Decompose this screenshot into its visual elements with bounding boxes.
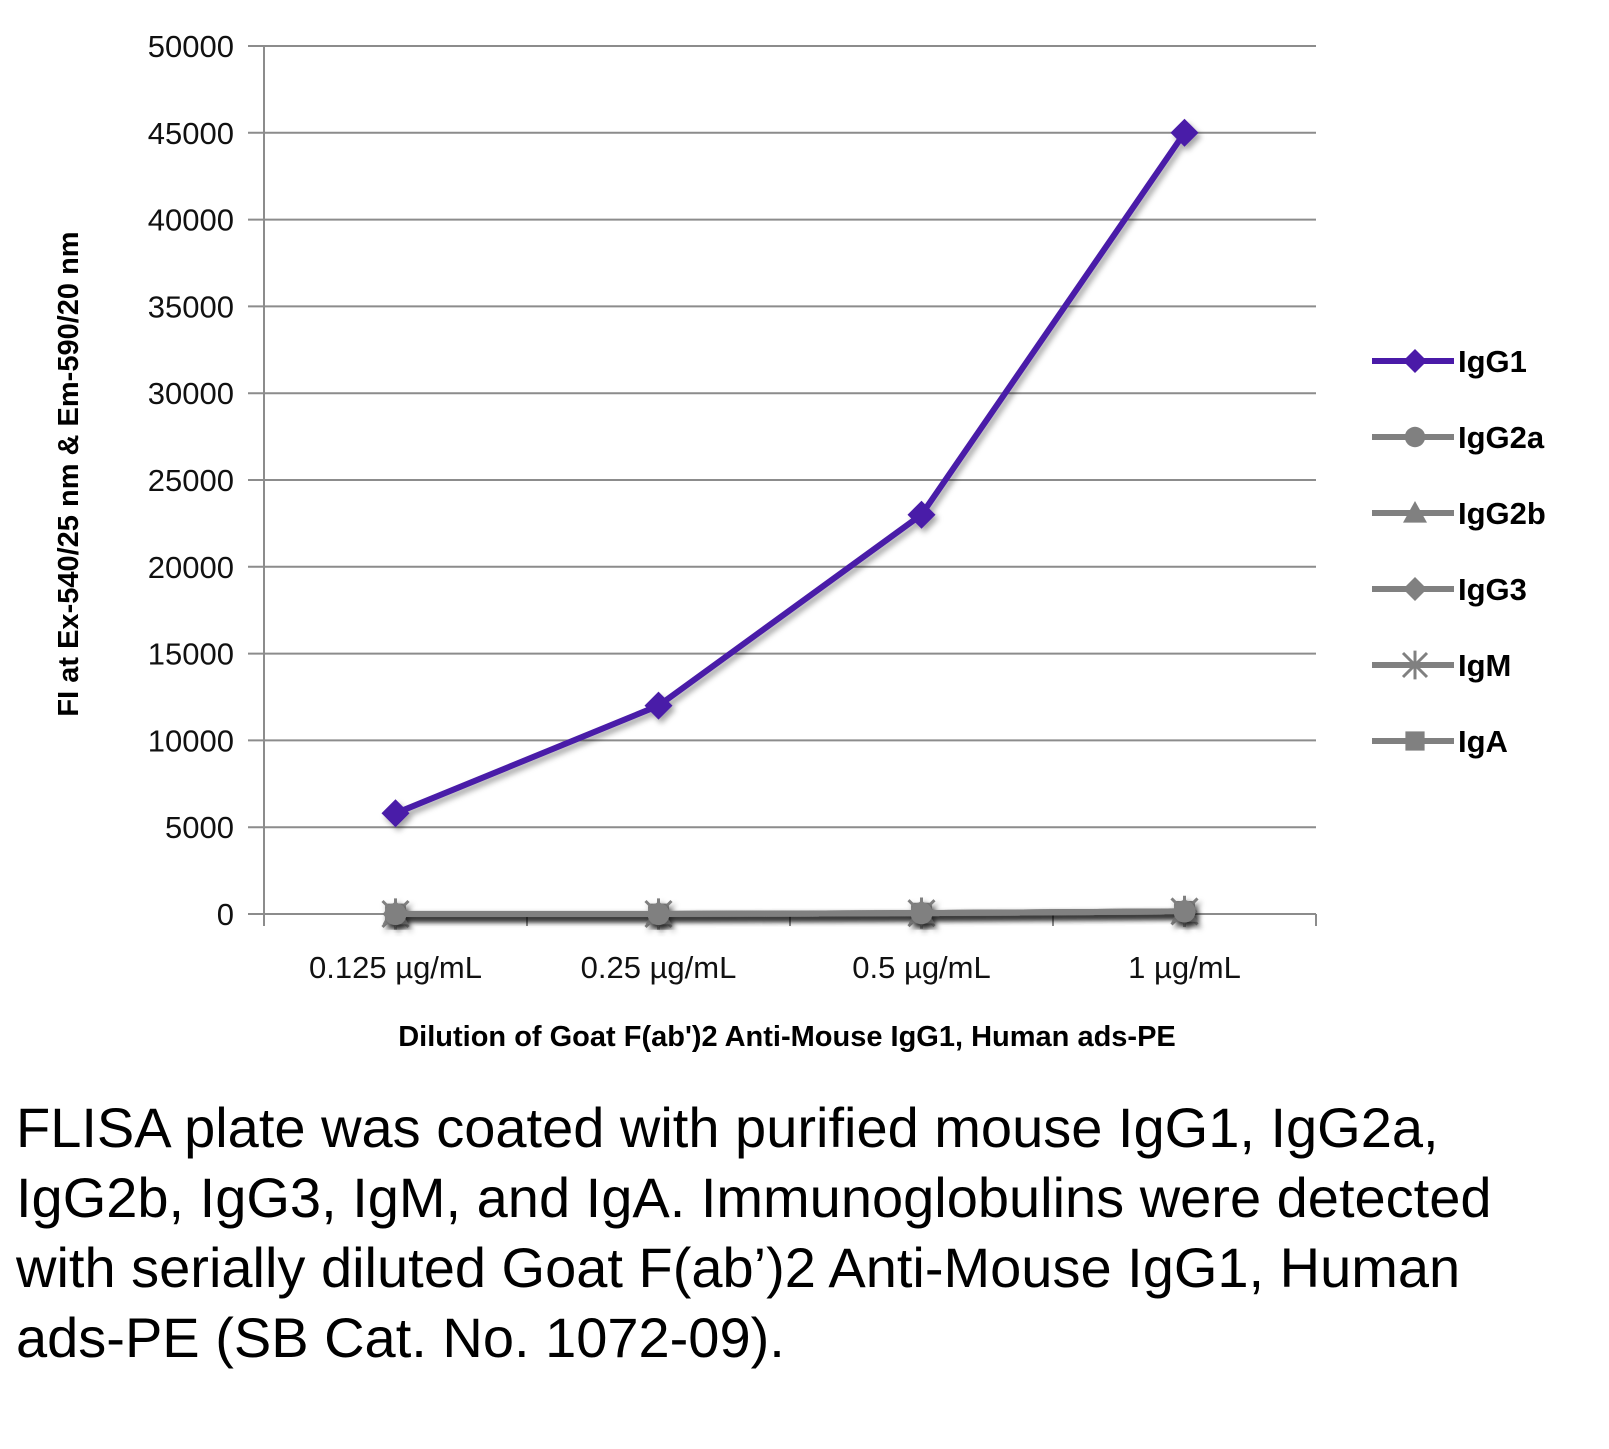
y-tick-label: 25000 <box>148 463 234 498</box>
y-tick-label: 0 <box>217 897 234 932</box>
x-axis-title: Dilution of Goat F(ab')2 Anti-Mouse IgG1… <box>398 1021 1176 1053</box>
series-line-igg2a <box>395 908 1185 917</box>
series-line-igg1 <box>394 131 1187 817</box>
y-tick-label: 10000 <box>148 723 234 758</box>
legend-marker <box>1403 349 1427 373</box>
figure-caption: FLISA plate was coated with purified mou… <box>16 1096 1492 1369</box>
legend-item-igg2b: IgG2b <box>1372 496 1546 531</box>
data-point-igg2a <box>910 902 933 925</box>
y-axis-title: FI at Ex-540/25 nm & Em-590/20 nm <box>53 231 85 716</box>
legend-item-igm: IgM <box>1372 648 1511 683</box>
data-point-igg1 <box>1170 118 1199 147</box>
x-tick-label: 0.125 µg/mL <box>309 950 482 985</box>
legend-marker <box>1403 577 1427 601</box>
legend-label: IgA <box>1458 724 1508 759</box>
y-tick-label: 45000 <box>148 116 234 151</box>
series-group <box>381 118 1199 930</box>
series-igg2a <box>384 900 1196 926</box>
y-tick-label: 40000 <box>148 203 234 238</box>
legend-marker <box>1401 650 1429 680</box>
legend-item-igg3: IgG3 <box>1372 572 1527 607</box>
data-point-igg2a <box>1173 900 1196 923</box>
legend-label: IgG3 <box>1458 572 1527 607</box>
data-point-igg1 <box>381 799 410 828</box>
line-chart: 0 5000 10000 15000 20000 25000 30000 35000 40000… <box>53 29 1546 1053</box>
legend: IgG1 IgG2a IgG2b IgG3 IgM IgA <box>1372 344 1546 759</box>
x-tick-label: 1 µg/mL <box>1128 950 1241 985</box>
series-igg1 <box>381 118 1199 828</box>
y-tick-labels: 0 5000 10000 15000 20000 25000 30000 35000 40000… <box>148 29 234 932</box>
data-point-igg1 <box>644 691 673 720</box>
legend-label: IgG2a <box>1458 420 1545 455</box>
x-tick-labels: 0.125 µg/mL 0.25 µg/mL 0.5 µg/mL 1 µg/mL <box>309 950 1241 985</box>
legend-label: IgG1 <box>1458 344 1527 379</box>
data-point-igg1 <box>907 500 936 529</box>
y-tick-label: 20000 <box>148 550 234 585</box>
legend-marker <box>1404 426 1426 448</box>
legend-item-igg1: IgG1 <box>1372 344 1527 379</box>
legend-item-iga: IgA <box>1372 724 1508 759</box>
gridlines <box>248 45 1316 829</box>
legend-label: IgG2b <box>1458 496 1546 531</box>
y-tick-label: 15000 <box>148 637 234 672</box>
data-point-igg2a <box>647 902 670 926</box>
legend-marker <box>1405 731 1425 751</box>
x-tick-label: 0.25 µg/mL <box>581 950 737 985</box>
y-tick-label: 30000 <box>148 376 234 411</box>
y-tick-label: 35000 <box>148 289 234 324</box>
legend-item-igg2a: IgG2a <box>1372 420 1545 455</box>
y-tick-label: 50000 <box>148 29 234 64</box>
y-tick-label: 5000 <box>165 810 234 845</box>
legend-label: IgM <box>1458 648 1511 683</box>
x-tick-label: 0.5 µg/mL <box>852 950 991 985</box>
data-point-igg2a <box>384 902 407 926</box>
legend-marker <box>1403 501 1427 523</box>
